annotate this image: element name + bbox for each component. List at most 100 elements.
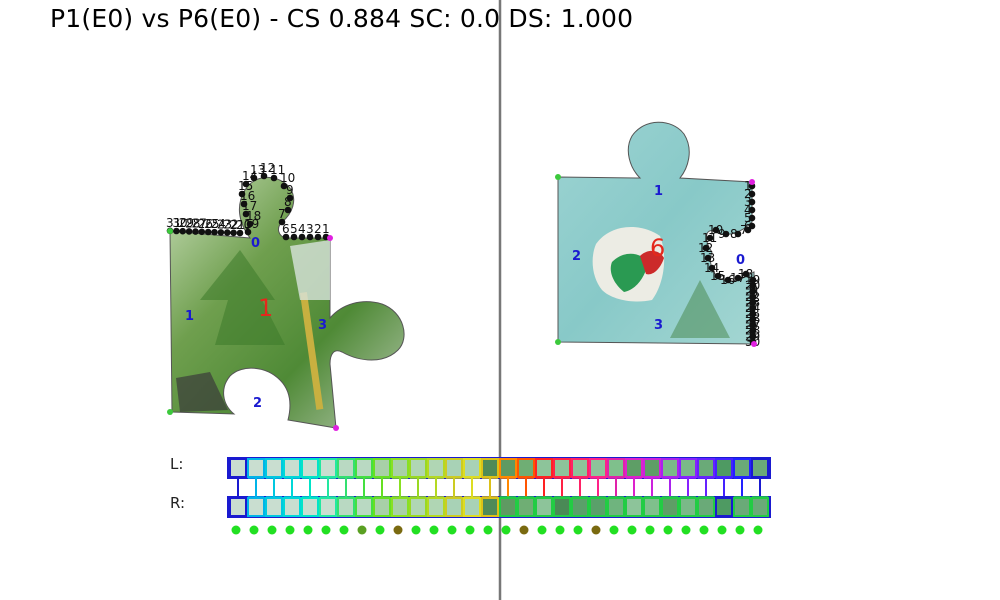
strip-dot — [447, 525, 457, 535]
strip-dot — [231, 525, 241, 535]
strip-right-cell — [733, 497, 751, 517]
strip-right-cell — [499, 497, 517, 517]
left-corner-marker — [327, 235, 333, 241]
left-edge-point — [284, 206, 292, 214]
strip-dot — [663, 525, 673, 535]
right-piece: 6 0 1 2 3 123456789101112131415161718192… — [555, 121, 760, 349]
right-edge-point — [704, 254, 712, 262]
right-edge-point-label: 10 — [708, 223, 723, 237]
right-edge-point — [724, 276, 732, 284]
strip-links — [230, 477, 768, 498]
right-edge-point — [702, 244, 710, 252]
strip-left-cell — [697, 458, 715, 478]
left-edge-point-label: 30 — [172, 216, 187, 230]
strip-dot — [609, 525, 619, 535]
right-edge-point-label: 15 — [710, 269, 725, 283]
left-edge-point-label: 15 — [238, 179, 253, 193]
right-edge-point-label: 29 — [745, 329, 760, 343]
left-edge-label-1: 1 — [185, 309, 194, 324]
left-edge-point-label: 20 — [236, 218, 251, 232]
strip-left-cell — [391, 458, 409, 478]
left-edge-point — [211, 228, 218, 236]
right-edge-point — [748, 206, 756, 214]
left-edge-point — [217, 229, 225, 236]
strip-dot — [393, 525, 403, 535]
right-edge-point-label: 16 — [720, 273, 735, 287]
left-edge-point — [270, 174, 278, 182]
right-edge-label-2: 2 — [572, 249, 581, 264]
right-edge-point-label: 28 — [745, 324, 760, 338]
right-edge-point — [749, 327, 757, 335]
left-edge-point-label: 19 — [244, 217, 259, 231]
left-edge-point — [238, 190, 246, 198]
match-strip: L: R: — [170, 455, 771, 535]
strip-left-label: L: — [170, 455, 183, 473]
left-edge-label-2: 2 — [253, 396, 262, 411]
left-edge-point-label: 21 — [230, 218, 245, 232]
left-edge-point-label: 6 — [282, 222, 290, 236]
left-corner-marker — [333, 425, 339, 431]
strip-dot — [573, 525, 583, 535]
left-edge-point — [260, 172, 268, 180]
right-edge-point-label: 4 — [744, 203, 752, 217]
strip-dot — [285, 525, 295, 535]
right-edge-point — [749, 276, 757, 284]
left-edge-point-label: 11 — [270, 163, 285, 177]
left-scene-road — [176, 372, 228, 412]
strip-left-cell — [733, 458, 751, 478]
strip-dot — [321, 525, 331, 535]
strip-dot — [555, 525, 565, 535]
left-piece-label: 1 — [258, 294, 273, 322]
right-edge-point-label: 18 — [738, 267, 753, 281]
strip-dot — [699, 525, 709, 535]
strip-right-cell — [337, 497, 355, 517]
left-edge-point — [204, 228, 212, 236]
right-edge-point — [742, 270, 750, 278]
right-scene-wrapper-red — [640, 250, 664, 275]
strip-right-cell — [301, 497, 319, 517]
strip-left-cell — [373, 458, 391, 478]
left-edge-point-label: 28 — [185, 216, 200, 230]
left-scene-sky — [290, 240, 330, 300]
strip-left-cell — [409, 458, 427, 478]
right-edge-point — [748, 222, 756, 230]
strip-dot — [303, 525, 313, 535]
right-edge-point-label: 8 — [730, 227, 738, 241]
left-edge-points: 1234567891011121314151617181920212223242… — [166, 161, 330, 241]
left-edge-point-label: 12 — [260, 161, 275, 175]
strip-dot — [717, 525, 727, 535]
strip-dot — [645, 525, 655, 535]
left-piece-shape — [169, 176, 405, 429]
left-edge-point — [192, 228, 199, 235]
left-edge-point-label: 23 — [217, 217, 232, 231]
strip-dot — [375, 525, 385, 535]
strip-left-cell — [247, 458, 265, 478]
right-edge-label-3: 3 — [654, 318, 663, 333]
left-scene-pole — [299, 292, 324, 410]
right-edge-point-label: 3 — [744, 195, 752, 209]
right-edge-points: 1234567891011121314151617181920212223242… — [698, 179, 760, 349]
right-edge-point — [712, 226, 720, 234]
strip-dot — [357, 525, 367, 535]
left-edge-point — [236, 229, 244, 237]
right-edge-point-label: 6 — [744, 219, 752, 233]
strip-left-cell — [661, 458, 679, 478]
right-edge-point — [749, 288, 757, 295]
strip-dot — [681, 525, 691, 535]
left-edge-point-label: 13 — [250, 163, 265, 177]
left-edge-point-label: 24 — [211, 217, 226, 231]
left-edge-point-label: 26 — [198, 217, 213, 231]
strip-right-cell — [373, 497, 391, 517]
left-edge-point-label: 16 — [240, 189, 255, 203]
right-edge-point-label: 11 — [702, 231, 717, 245]
strip-left-cell — [319, 458, 337, 478]
strip-right-cell — [625, 497, 643, 517]
left-edge-point-label: 8 — [284, 195, 292, 209]
strip-right-cell — [391, 497, 409, 517]
left-edge-point — [240, 200, 248, 208]
strip-right-cell — [445, 497, 463, 517]
right-edge-point-label: 21 — [745, 284, 760, 298]
left-edge-label-0: 0 — [251, 236, 260, 251]
strip-left-cell — [481, 458, 499, 478]
right-edge-point-label: 27 — [745, 318, 760, 332]
